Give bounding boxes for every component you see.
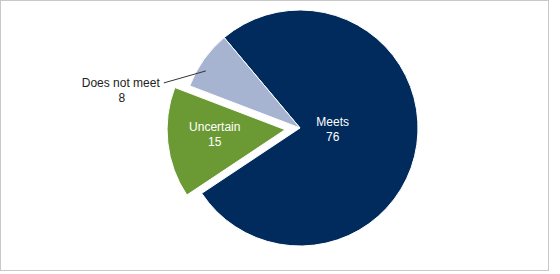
chart: Meets76 Uncertain15 Does not meet8 [0,0,560,274]
slice-label: Does not meet [82,76,161,90]
data-labels: Meets76 Uncertain15 Does not meet8 [82,71,349,149]
pie [167,10,418,246]
frame [1,1,549,271]
slice-value: 8 [118,91,125,105]
slice-value: 15 [208,135,222,149]
slice-label: Meets [316,115,349,129]
leader-line [164,71,206,83]
slice-value: 76 [326,130,340,144]
slice-label: Uncertain [189,120,240,134]
pie-slice [190,38,300,128]
